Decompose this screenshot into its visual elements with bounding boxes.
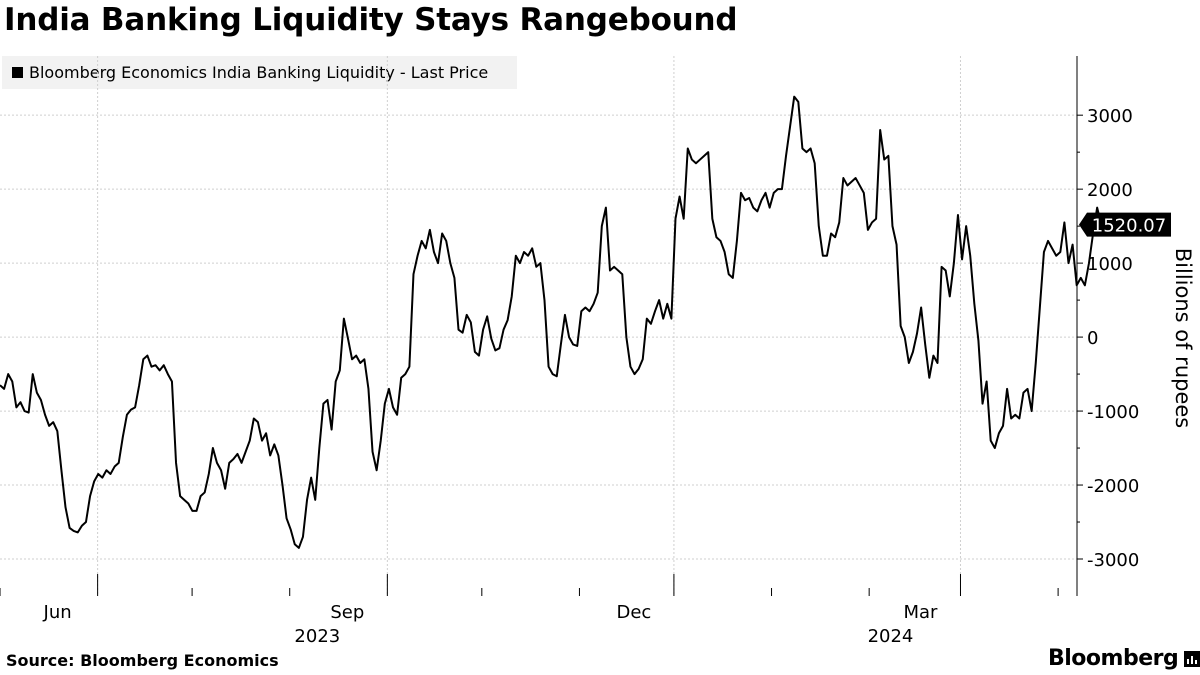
x-year-label: 2024	[868, 626, 914, 647]
source-note: Source: Bloomberg Economics	[6, 651, 279, 670]
grid-lines	[0, 56, 1077, 596]
legend: Bloomberg Economics India Banking Liquid…	[2, 56, 517, 89]
axes	[0, 56, 1083, 596]
last-price-tag	[1079, 212, 1171, 237]
y-tick-label: 1000	[1087, 254, 1133, 275]
x-tick-label: Jun	[43, 602, 72, 623]
x-year-label: 2023	[294, 626, 340, 647]
bloomberg-chart-icon	[1184, 650, 1200, 667]
legend-swatch	[12, 67, 23, 78]
y-axis-label-text: Billions of rupees	[1171, 247, 1195, 429]
chart-title: India Banking Liquidity Stays Rangebound	[4, 2, 738, 38]
labels: 3000 2000 1000 0 -1000 -2000 -3000 Jun Sep 2023 De…	[43, 106, 1171, 647]
y-tick-label: 0	[1087, 328, 1098, 349]
y-tick-label: -2000	[1087, 476, 1139, 497]
brand-name: Bloomberg	[1048, 646, 1179, 671]
brand-logo: Bloomberg	[1048, 646, 1200, 671]
y-axis-label: Billions of rupees	[1163, 218, 1200, 458]
y-tick-label: 3000	[1087, 106, 1133, 127]
series-layer	[0, 95, 1103, 549]
x-tick-label: Dec	[616, 602, 651, 623]
x-tick-label: Sep	[330, 602, 364, 623]
y-tick-label: -1000	[1087, 402, 1139, 423]
legend-label: Bloomberg Economics India Banking Liquid…	[29, 63, 489, 82]
y-tick-label: -3000	[1087, 550, 1139, 571]
series-line	[0, 95, 1103, 549]
x-tick-label: Mar	[903, 602, 938, 623]
y-tick-label: 2000	[1087, 180, 1133, 201]
last-price-label: 1520.07	[1092, 216, 1166, 237]
